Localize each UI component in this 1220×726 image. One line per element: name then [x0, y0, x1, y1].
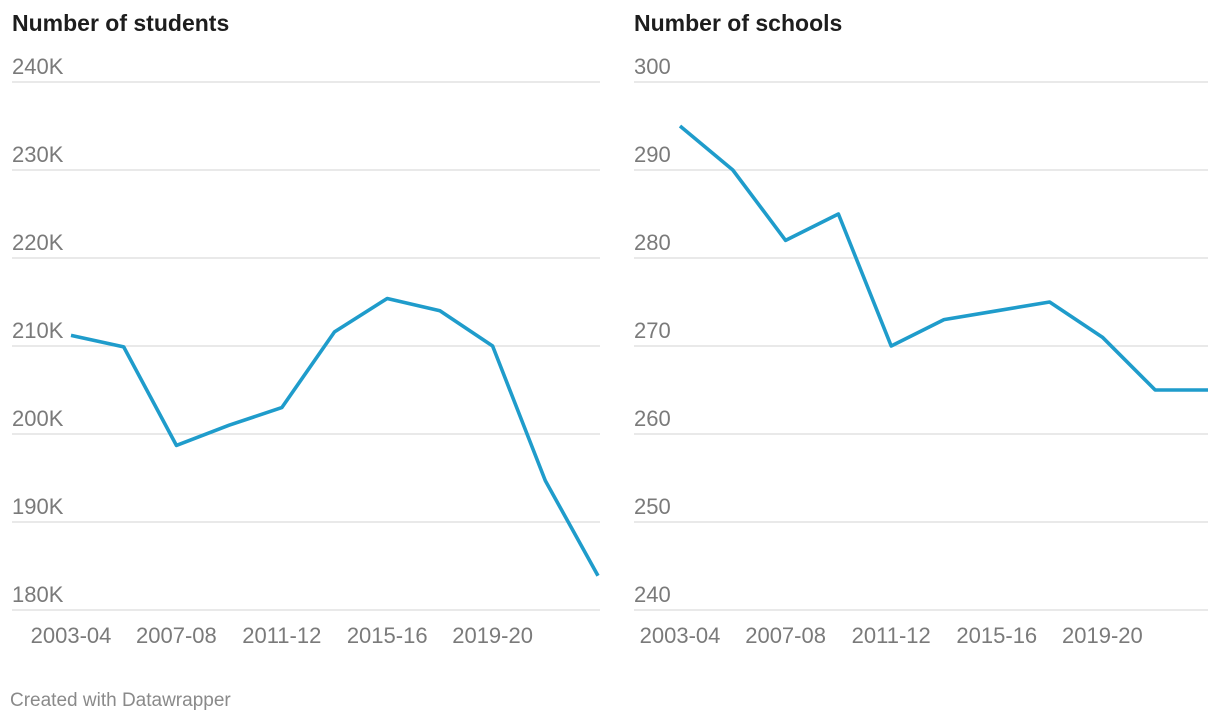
students-y-tick-label: 200K — [12, 406, 64, 431]
schools-y-tick-label: 260 — [634, 406, 671, 431]
students-x-tick-label: 2015-16 — [347, 623, 428, 648]
students-y-tick-label: 230K — [12, 142, 64, 167]
schools-x-tick-label: 2003-04 — [640, 623, 721, 648]
datawrapper-credit: Created with Datawrapper — [10, 690, 231, 711]
schools-y-tick-label: 280 — [634, 230, 671, 255]
schools-x-tick-label: 2007-08 — [745, 623, 826, 648]
schools-x-tick-label: 2011-12 — [852, 623, 931, 648]
students-chart-title: Number of students — [12, 10, 230, 36]
students-y-tick-label: 180K — [12, 582, 64, 607]
students-x-tick-label: 2019-20 — [452, 623, 533, 648]
schools-y-tick-label: 290 — [634, 142, 671, 167]
schools-x-tick-label: 2015-16 — [956, 623, 1037, 648]
students-y-tick-label: 220K — [12, 230, 64, 255]
schools-chart-title: Number of schools — [634, 10, 843, 36]
students-series-line — [70, 296, 600, 577]
schools-y-tick-label: 300 — [634, 54, 671, 79]
schools-series-line — [678, 124, 1208, 392]
students-y-tick-label: 190K — [12, 494, 64, 519]
students-y-tick-label: 210K — [12, 318, 64, 343]
students-chart: 180K 190K 200K 210K 220K 230K 240K 2003-04 2007-… — [12, 54, 600, 648]
students-x-tick-label: 2003-04 — [31, 623, 112, 648]
schools-y-tick-label: 270 — [634, 318, 671, 343]
students-x-tick-label: 2011-12 — [242, 623, 321, 648]
schools-x-tick-label: 2019-20 — [1062, 623, 1143, 648]
schools-y-tick-label: 250 — [634, 494, 671, 519]
charts-canvas: 180K 190K 200K 210K 220K 230K 240K 2003-04 2007-… — [12, 54, 1208, 648]
schools-y-tick-label: 240 — [634, 582, 671, 607]
students-x-tick-label: 2007-08 — [136, 623, 217, 648]
schools-chart: 240 250 260 270 280 290 300 2003-04 2007-08 2011-… — [634, 54, 1208, 648]
students-y-tick-label: 240K — [12, 54, 64, 79]
